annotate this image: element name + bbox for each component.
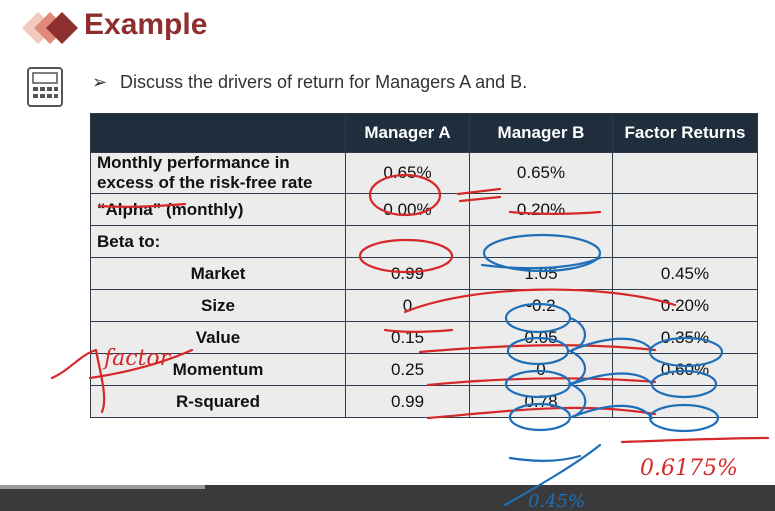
table-header-row: Manager A Manager B Factor Returns <box>90 113 758 153</box>
cell-factor <box>612 385 758 418</box>
table-row: Market 0.99 1.05 0.45% <box>90 257 758 290</box>
header-factor-returns: Factor Returns <box>612 113 758 153</box>
row-label: Market <box>90 257 346 290</box>
cell-manager-a: 0.65% <box>345 152 470 194</box>
cell-manager-b: 0.65% <box>469 152 613 194</box>
cell-manager-b: -0.2 <box>469 289 613 322</box>
table-row: Beta to: <box>90 225 758 258</box>
table-row: R-squared 0.99 0.78 <box>90 385 758 418</box>
header-manager-b: Manager B <box>469 113 613 153</box>
header-blank <box>90 113 346 153</box>
table-row: “Alpha” (monthly) 0.00% 0.20% <box>90 193 758 226</box>
header-manager-a: Manager A <box>345 113 470 153</box>
table-row: Momentum 0.25 0 0.60% <box>90 353 758 386</box>
cell-factor: 0.20% <box>612 289 758 322</box>
diamond-logo-icon <box>22 12 78 44</box>
cell-manager-a: 0.25 <box>345 353 470 386</box>
cell-manager-b: 0.78 <box>469 385 613 418</box>
row-label: Monthly performance in excess of the ris… <box>90 152 346 194</box>
cell-manager-b <box>469 225 613 258</box>
cell-manager-a: 0 <box>345 289 470 322</box>
cell-manager-b: 0 <box>469 353 613 386</box>
cell-factor <box>612 225 758 258</box>
table-row: Size 0 -0.2 0.20% <box>90 289 758 322</box>
cell-manager-b: 1.05 <box>469 257 613 290</box>
progress-strip <box>0 485 205 489</box>
cell-factor: 0.60% <box>612 353 758 386</box>
row-label: “Alpha” (monthly) <box>90 193 346 226</box>
prompt-text: Discuss the drivers of return for Manage… <box>120 72 528 92</box>
cell-manager-b: 0.20% <box>469 193 613 226</box>
bottom-bar <box>0 485 775 511</box>
cell-factor <box>612 152 758 194</box>
cell-manager-b: 0.05 <box>469 321 613 354</box>
row-label: Beta to: <box>90 225 346 258</box>
underline-r2-b <box>508 454 582 462</box>
result-underline <box>620 436 770 444</box>
row-label: Value <box>90 321 346 354</box>
cell-manager-a: 0.99 <box>345 257 470 290</box>
bullet-arrow-icon: ➢ <box>92 72 108 92</box>
table-row: Monthly performance in excess of the ris… <box>90 152 758 194</box>
cell-factor <box>612 193 758 226</box>
returns-table: Manager A Manager B Factor Returns Month… <box>90 113 758 418</box>
cell-manager-a: 0.00% <box>345 193 470 226</box>
cell-manager-a <box>345 225 470 258</box>
cell-factor: 0.45% <box>612 257 758 290</box>
row-label: R-squared <box>90 385 346 418</box>
prompt-line: ➢ Discuss the drivers of return for Manag… <box>92 72 527 93</box>
page-title: Example <box>84 8 208 41</box>
cell-manager-a: 0.15 <box>345 321 470 354</box>
row-label: Size <box>90 289 346 322</box>
cell-factor: 0.35% <box>612 321 758 354</box>
cell-manager-a: 0.99 <box>345 385 470 418</box>
row-label: Momentum <box>90 353 346 386</box>
result-handwriting: 0.6175% <box>640 456 738 481</box>
table-row: Value 0.15 0.05 0.35% <box>90 321 758 354</box>
calculator-icon <box>27 67 63 107</box>
